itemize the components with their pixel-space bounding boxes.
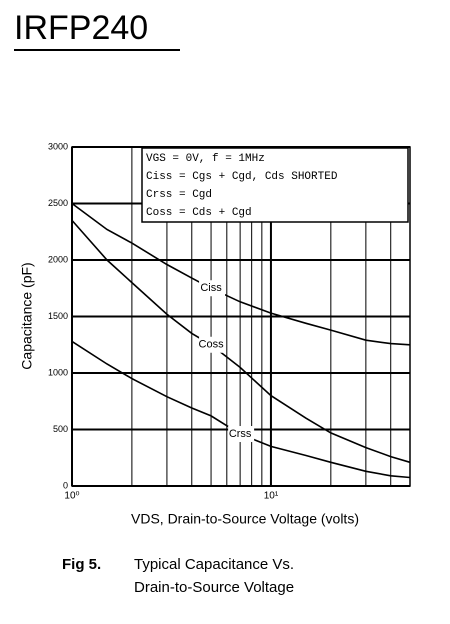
series-line xyxy=(71,202,411,346)
y-tick-label: 500 xyxy=(53,424,68,434)
x-axis-label: VDS, Drain-to-Source Voltage (volts) xyxy=(131,511,359,527)
x-tick-label: 10⁰ xyxy=(64,491,79,502)
y-tick-label: 1500 xyxy=(48,311,68,321)
caption-line: Drain-to-Source Voltage xyxy=(134,579,294,596)
caption-line: Typical Capacitance Vs. xyxy=(134,556,294,573)
annotation-line: Crss = Cgd xyxy=(146,189,212,201)
series-label: Crss xyxy=(229,428,252,440)
y-axis-label: Capacitance (pF) xyxy=(19,262,35,369)
y-tick-label: 1000 xyxy=(48,367,68,377)
annotation-line: Ciss = Cgs + Cgd, Cds SHORTED xyxy=(146,171,338,183)
series-line xyxy=(71,219,411,464)
y-tick-label: 0 xyxy=(63,480,68,490)
series-label: Ciss xyxy=(200,282,222,294)
caption-label: Fig 5. xyxy=(62,556,101,573)
y-tick-label: 2000 xyxy=(48,254,68,264)
x-tick-label: 10¹ xyxy=(264,491,279,502)
annotation-line: VGS = 0V, f = 1MHz xyxy=(146,153,265,165)
series-label: Coss xyxy=(199,339,225,351)
title: IRFP240 xyxy=(14,9,148,47)
series-label-bg xyxy=(228,426,255,443)
y-tick-label: 2500 xyxy=(48,198,68,208)
annotation-box xyxy=(141,147,409,223)
series-label-bg xyxy=(199,280,226,297)
annotation-line: Coss = Cds + Cgd xyxy=(146,207,252,219)
series-label-bg xyxy=(199,336,226,353)
y-tick-label: 3000 xyxy=(48,141,68,151)
